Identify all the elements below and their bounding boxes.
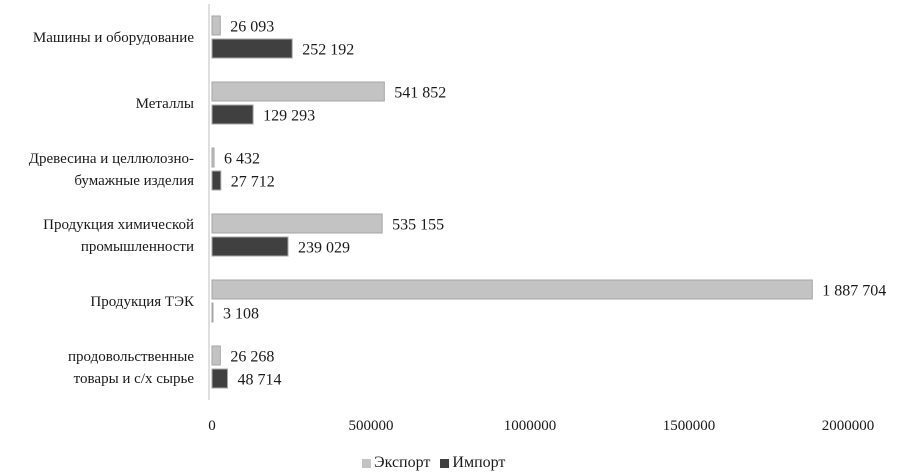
bar-import: [211, 104, 254, 125]
x-tick-label: 1500000: [663, 418, 716, 434]
category-label: промышленности: [81, 239, 194, 255]
legend-label-import: Импорт: [452, 454, 506, 471]
x-tick-label: 0: [208, 418, 216, 434]
legend-item-export: Экспорт: [362, 454, 430, 472]
data-label-export: 541 852: [394, 85, 446, 102]
data-label-export: 26 268: [230, 349, 274, 366]
data-label-export: 6 432: [224, 151, 260, 168]
bar-export: [211, 213, 383, 234]
bar-export: [211, 15, 221, 36]
x-tick-label: 1000000: [504, 418, 557, 434]
bar-export: [211, 345, 221, 366]
x-tick-label: 2000000: [822, 418, 875, 434]
bar-import: [211, 170, 222, 191]
category-label: Машины и оборудование: [33, 30, 194, 46]
bar-import: [211, 302, 214, 323]
bars-layer: [211, 15, 813, 389]
data-label-import: 239 029: [298, 240, 350, 257]
bar-import: [211, 236, 289, 257]
category-label: продовольственные: [68, 349, 194, 365]
legend: Экспорт Импорт: [362, 454, 515, 472]
category-label: товары и с/х сырье: [74, 371, 195, 387]
category-label: бумажные изделия: [74, 173, 194, 189]
legend-label-export: Экспорт: [374, 454, 431, 471]
data-label-export: 535 155: [392, 217, 444, 234]
bar-import: [211, 368, 228, 389]
bar-export: [211, 279, 813, 300]
data-label-import: 48 714: [237, 372, 281, 389]
data-label-export: 1 887 704: [822, 283, 886, 300]
x-tick-label: 500000: [349, 418, 394, 434]
data-label-import: 27 712: [231, 174, 275, 191]
legend-swatch-import: [440, 458, 450, 468]
data-label-export: 26 093: [230, 19, 274, 36]
bar-export: [211, 81, 385, 102]
category-label: Древесина и целлюлозно-: [29, 151, 194, 167]
data-label-import: 252 192: [302, 42, 354, 59]
category-label: Металлы: [136, 96, 194, 112]
category-label: Продукция ТЭК: [90, 294, 195, 310]
legend-swatch-export: [362, 458, 371, 468]
bar-import: [211, 38, 293, 59]
legend-item-import: Импорт: [440, 454, 505, 472]
data-label-import: 129 293: [263, 108, 315, 125]
data-label-import: 3 108: [223, 306, 259, 323]
bar-export: [211, 147, 215, 168]
category-label: Продукция химической: [43, 217, 194, 233]
labels-layer: Машины и оборудование 26 093 252 192 Металл…: [29, 19, 887, 435]
